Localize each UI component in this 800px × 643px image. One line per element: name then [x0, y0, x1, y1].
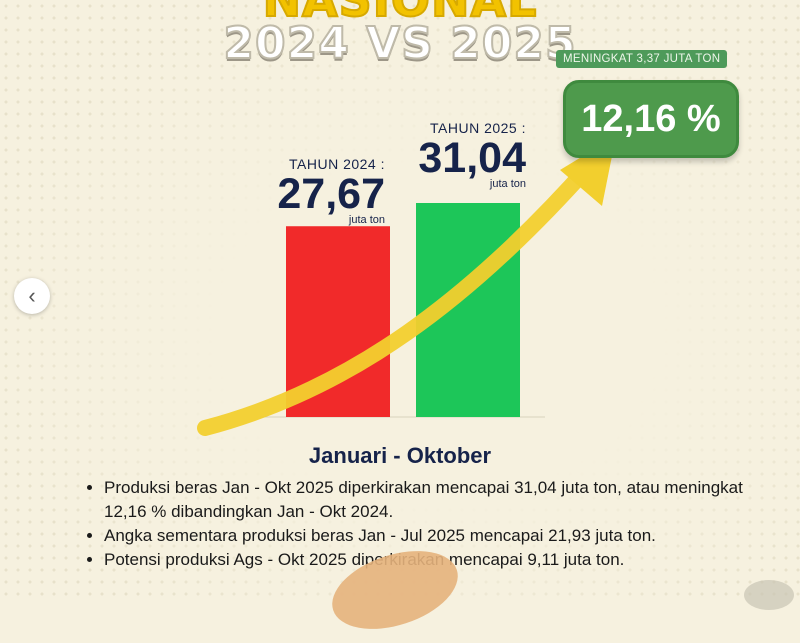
list-item: Angka sementara produksi beras Jan - Jul…: [104, 524, 784, 548]
period-title: Januari - Oktober: [308, 443, 492, 468]
page-heading: NASIONAL 2024 VS 2025: [0, 0, 800, 69]
heading-line-2: 2024 VS 2025: [222, 18, 577, 69]
notes-list: Produksi beras Jan - Okt 2025 diperkirak…: [84, 476, 784, 572]
bar-category-2024: TAHUN 2024 :: [289, 156, 385, 172]
bar-value-2024: 27,67: [277, 170, 385, 218]
bar-label-2024: TAHUN 2024 : 27,67 juta ton: [270, 156, 385, 226]
decorative-corner: [744, 580, 794, 610]
heading-line-1: NASIONAL: [262, 0, 538, 27]
chevron-left-icon: ‹: [28, 283, 36, 308]
carousel-prev-button[interactable]: ‹: [14, 278, 50, 314]
bar-label-2025: TAHUN 2025 : 31,04 juta ton: [408, 120, 526, 190]
list-item: Produksi beras Jan - Okt 2025 diperkirak…: [104, 476, 784, 524]
increase-amount-badge: MENINGKAT 3,37 JUTA TON: [556, 50, 728, 68]
bar-category-2025: TAHUN 2025 :: [430, 120, 526, 136]
list-item: Potensi produksi Ags - Okt 2025 diperkir…: [104, 548, 784, 572]
growth-arrow: [197, 157, 598, 436]
bar-value-2025: 31,04: [418, 134, 526, 182]
bar-unit-2025: juta ton: [489, 178, 526, 190]
bar-chart: [197, 136, 616, 436]
bar-unit-2024: juta ton: [348, 214, 385, 226]
increase-percent-badge: 12,16 %: [563, 80, 739, 158]
